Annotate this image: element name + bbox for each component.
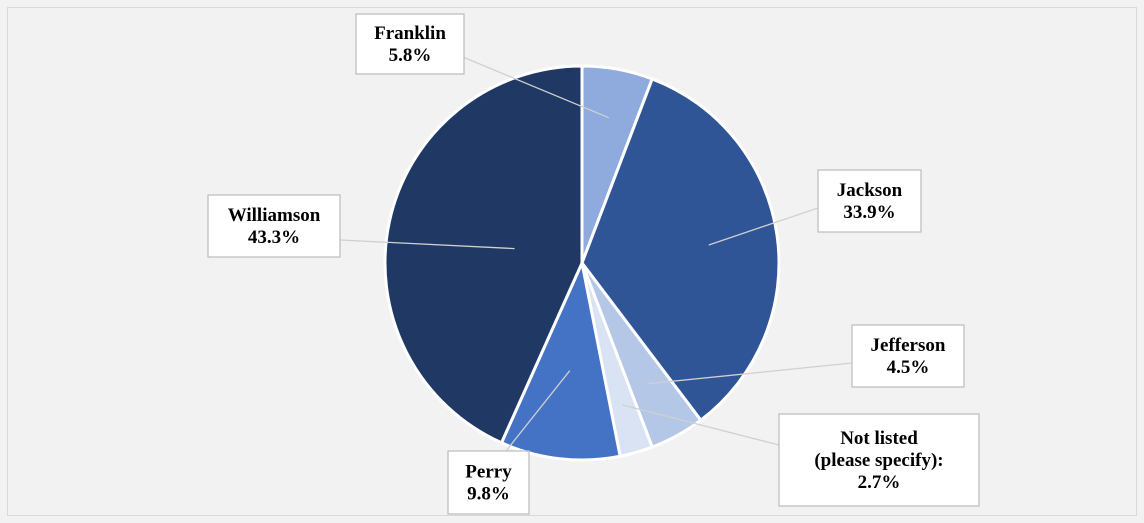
category-label: Not listed	[840, 428, 918, 449]
category-label: Williamson	[228, 205, 321, 226]
data-label-box	[851, 324, 965, 388]
leader-line-jackson	[708, 207, 819, 246]
data-label-not-listed-please-specify: Not listed(please specify):2.7%	[778, 413, 980, 507]
category-label: Jefferson	[871, 335, 946, 356]
data-label-box	[817, 169, 922, 233]
leader-line-not-listed-please-specify	[622, 404, 780, 446]
chart-area: Franklin 5.8% Jackson 33.9% Jefferson 4.5% Not…	[7, 7, 1137, 516]
data-label-box	[207, 194, 341, 258]
leader-line-jefferson	[648, 362, 853, 385]
leader-line-perry	[505, 370, 571, 452]
pie-slice-williamson	[383, 64, 584, 445]
leader-lines	[339, 49, 853, 452]
value-label: 9.8%	[467, 484, 510, 505]
pie-slices	[383, 64, 781, 462]
category-label: Jackson	[837, 180, 903, 201]
category-label: Perry	[465, 462, 512, 483]
data-label-box	[447, 450, 530, 515]
leader-line-franklin	[445, 49, 610, 119]
leader-line-williamson	[339, 239, 515, 250]
category-label: Franklin	[374, 23, 446, 44]
value-label: 2.7%	[858, 472, 901, 493]
category-label: (please specify):	[814, 450, 943, 471]
value-label: 33.9%	[843, 202, 895, 223]
value-label: 43.3%	[248, 227, 300, 248]
pie-slice-jackson	[580, 77, 781, 423]
data-label-box	[355, 13, 465, 75]
pie-slice-perry	[499, 258, 622, 462]
value-label: 5.8%	[389, 45, 432, 66]
data-label-box	[778, 413, 980, 507]
value-label: 4.5%	[887, 357, 930, 378]
